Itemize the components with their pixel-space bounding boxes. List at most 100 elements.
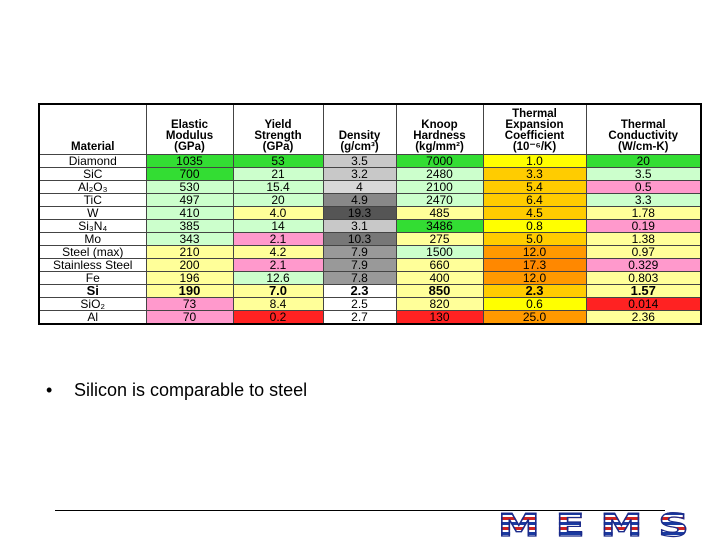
logo: MEMS xyxy=(498,512,716,540)
value-cell: 0.8 xyxy=(482,219,587,233)
value-cell: 497 xyxy=(145,193,234,207)
value-cell: 0.5 xyxy=(585,180,702,194)
header-line: (GPa) xyxy=(174,141,205,153)
properties-table: Material Elastic Modulus (GPa) Yield Strength… xyxy=(38,103,702,325)
header-line: Knoop xyxy=(421,119,458,131)
table-row: Stainless Steel 200 2.1 7.9 660 17.3 0.329 xyxy=(38,258,702,272)
table-row: Steel (max) 210 4.2 7.9 1500 12.0 0.97 xyxy=(38,245,702,259)
header-line: (kg/mm²) xyxy=(415,141,464,153)
header-cell: Yield Strength (GPa) xyxy=(232,103,324,155)
value-cell: 410 xyxy=(145,206,234,220)
bullet-dot: • xyxy=(46,380,53,400)
table-row: Si 190 7.0 2.3 850 2.3 1.57 xyxy=(38,284,702,298)
header-line: Density xyxy=(338,130,381,142)
value-cell: 20 xyxy=(232,193,324,207)
value-cell: 3.5 xyxy=(322,154,397,168)
value-cell: 1.38 xyxy=(585,232,702,246)
value-cell: 10.3 xyxy=(322,232,397,246)
header-line: (GPa) xyxy=(262,141,294,153)
material-cell: Steel (max) xyxy=(38,245,147,259)
header-line: Strength xyxy=(254,130,302,142)
value-cell: 73 xyxy=(145,297,234,311)
value-cell: 2.7 xyxy=(322,310,397,325)
value-cell: 5.0 xyxy=(482,232,587,246)
value-cell: 200 xyxy=(145,258,234,272)
header-cell: Density (g/cm³) xyxy=(322,103,397,155)
value-cell: 1.78 xyxy=(585,206,702,220)
value-cell: 17.3 xyxy=(482,258,587,272)
value-cell: 3.3 xyxy=(585,193,702,207)
value-cell: 2470 xyxy=(395,193,484,207)
table-row: Diamond 1035 53 3.5 7000 1.0 20 xyxy=(38,154,702,168)
value-cell: 196 xyxy=(145,271,234,285)
value-cell: 4.0 xyxy=(232,206,324,220)
value-cell: 12.0 xyxy=(482,245,587,259)
value-cell: 1.57 xyxy=(585,284,702,298)
table-row: SiO₂ 73 8.4 2.5 820 0.6 0.014 xyxy=(38,297,702,311)
material-cell: Si xyxy=(38,284,147,298)
table-row: Al₂O₃ 530 15.4 4 2100 5.4 0.5 xyxy=(38,180,702,194)
value-cell: 0.97 xyxy=(585,245,702,259)
header-line: Material xyxy=(71,141,115,153)
table-row: Mo 343 2.1 10.3 275 5.0 1.38 xyxy=(38,232,702,246)
value-cell: 20 xyxy=(585,154,702,168)
value-cell: 70 xyxy=(145,310,234,325)
value-cell: 0.803 xyxy=(585,271,702,285)
header-line: Hardness xyxy=(413,130,466,142)
table-row: TiC 497 20 4.9 2470 6.4 3.3 xyxy=(38,193,702,207)
value-cell: 530 xyxy=(145,180,234,194)
value-cell: 3.2 xyxy=(322,167,397,181)
value-cell: 4 xyxy=(322,180,397,194)
value-cell: 7.9 xyxy=(322,245,397,259)
value-cell: 12.6 xyxy=(232,271,324,285)
value-cell: 820 xyxy=(395,297,484,311)
logo-text: MEMS xyxy=(498,512,716,540)
value-cell: 130 xyxy=(395,310,484,325)
value-cell: 19.3 xyxy=(322,206,397,220)
value-cell: 6.4 xyxy=(482,193,587,207)
header-line: Thermal xyxy=(620,119,666,131)
value-cell: 3486 xyxy=(395,219,484,233)
value-cell: 210 xyxy=(145,245,234,259)
value-cell: 7.0 xyxy=(232,284,324,298)
material-cell: SiC xyxy=(38,167,147,181)
table-row: Fe 196 12.6 7.8 400 12.0 0.803 xyxy=(38,271,702,285)
header-line: Conductivity xyxy=(608,130,679,142)
value-cell: 7.8 xyxy=(322,271,397,285)
value-cell: 1035 xyxy=(145,154,234,168)
header-line: Modulus xyxy=(165,130,214,142)
value-cell: 2.3 xyxy=(322,284,397,298)
value-cell: 190 xyxy=(145,284,234,298)
header-line: Elastic xyxy=(170,119,209,131)
header-cell: Knoop Hardness (kg/mm²) xyxy=(395,103,484,155)
value-cell: 0.6 xyxy=(482,297,587,311)
value-cell: 3.1 xyxy=(322,219,397,233)
bullet-text: Silicon is comparable to steel xyxy=(74,380,308,400)
value-cell: 850 xyxy=(395,284,484,298)
material-cell: Fe xyxy=(38,271,147,285)
value-cell: 2.3 xyxy=(482,284,587,298)
material-cell: TiC xyxy=(38,193,147,207)
material-cell: W xyxy=(38,206,147,220)
material-cell: SiO₂ xyxy=(38,297,147,311)
value-cell: 4.5 xyxy=(482,206,587,220)
value-cell: 660 xyxy=(395,258,484,272)
material-cell: Si₃N₄ xyxy=(38,219,147,233)
value-cell: 3.5 xyxy=(585,167,702,181)
value-cell: 1.0 xyxy=(482,154,587,168)
table-row: Al 70 0.2 2.7 130 25.0 2.36 xyxy=(38,310,702,325)
value-cell: 2.1 xyxy=(232,232,324,246)
header-line: Thermal xyxy=(512,108,557,120)
header-line: Coefficient xyxy=(504,130,565,142)
header-line: Yield xyxy=(264,119,292,131)
value-cell: 53 xyxy=(232,154,324,168)
material-cell: Al xyxy=(38,310,147,325)
value-cell: 21 xyxy=(232,167,324,181)
value-cell: 25.0 xyxy=(482,310,587,325)
value-cell: 275 xyxy=(395,232,484,246)
value-cell: 3.3 xyxy=(482,167,587,181)
value-cell: 2.1 xyxy=(232,258,324,272)
value-cell: 5.4 xyxy=(482,180,587,194)
value-cell: 400 xyxy=(395,271,484,285)
header-cell: Elastic Modulus (GPa) xyxy=(145,103,234,155)
